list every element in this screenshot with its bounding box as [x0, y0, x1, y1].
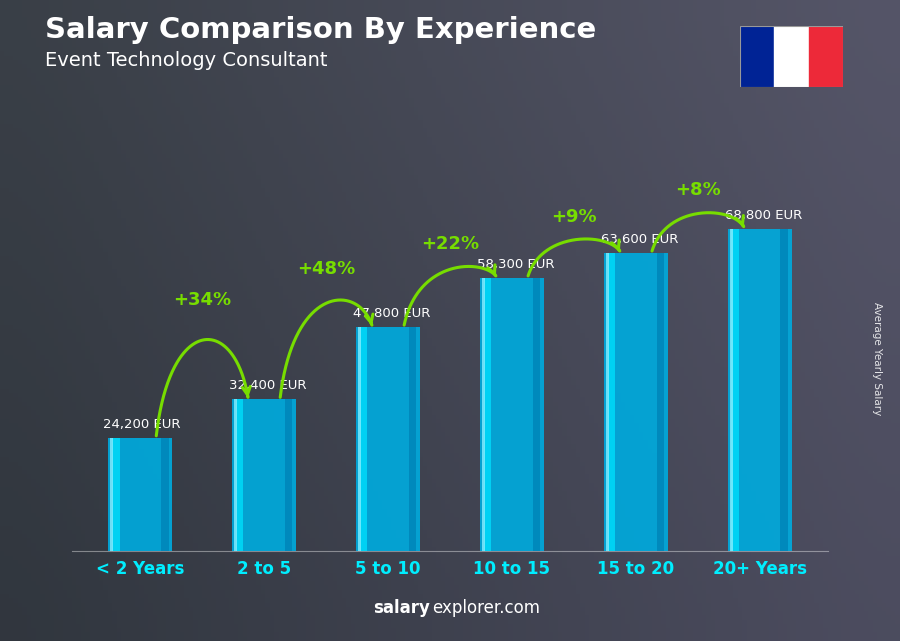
Bar — [732, 229, 739, 551]
Bar — [740, 26, 774, 87]
Text: +48%: +48% — [297, 260, 356, 278]
Bar — [284, 399, 292, 551]
Text: +8%: +8% — [675, 181, 721, 199]
Bar — [409, 327, 417, 551]
Bar — [727, 229, 792, 551]
Bar — [604, 253, 668, 551]
Bar — [606, 253, 609, 551]
Text: 68,800 EUR: 68,800 EUR — [725, 209, 803, 222]
Bar — [236, 399, 244, 551]
Bar — [358, 327, 361, 551]
Text: 63,600 EUR: 63,600 EUR — [601, 233, 679, 246]
Text: Salary Comparison By Experience: Salary Comparison By Experience — [45, 16, 596, 44]
Bar — [234, 399, 238, 551]
Text: explorer.com: explorer.com — [432, 599, 540, 617]
Bar — [482, 278, 485, 551]
Bar — [360, 327, 367, 551]
Text: Average Yearly Salary: Average Yearly Salary — [872, 303, 883, 415]
Text: 24,200 EUR: 24,200 EUR — [103, 418, 181, 431]
Text: +22%: +22% — [421, 235, 479, 253]
Text: +34%: +34% — [173, 291, 231, 309]
Text: salary: salary — [374, 599, 430, 617]
Bar — [108, 438, 173, 551]
Bar — [780, 229, 788, 551]
Text: +9%: +9% — [551, 208, 597, 226]
Bar — [608, 253, 616, 551]
Bar — [356, 327, 420, 551]
Text: 47,800 EUR: 47,800 EUR — [354, 307, 431, 320]
Bar — [480, 278, 544, 551]
Text: Event Technology Consultant: Event Technology Consultant — [45, 51, 328, 71]
Bar — [112, 438, 120, 551]
Bar — [730, 229, 734, 551]
Text: 58,300 EUR: 58,300 EUR — [477, 258, 554, 271]
Bar — [809, 26, 843, 87]
Bar — [232, 399, 296, 551]
Bar — [483, 278, 491, 551]
Bar — [110, 438, 113, 551]
Bar — [533, 278, 540, 551]
Text: 32,400 EUR: 32,400 EUR — [230, 379, 307, 392]
Bar — [656, 253, 664, 551]
Bar — [774, 26, 809, 87]
Bar — [161, 438, 168, 551]
